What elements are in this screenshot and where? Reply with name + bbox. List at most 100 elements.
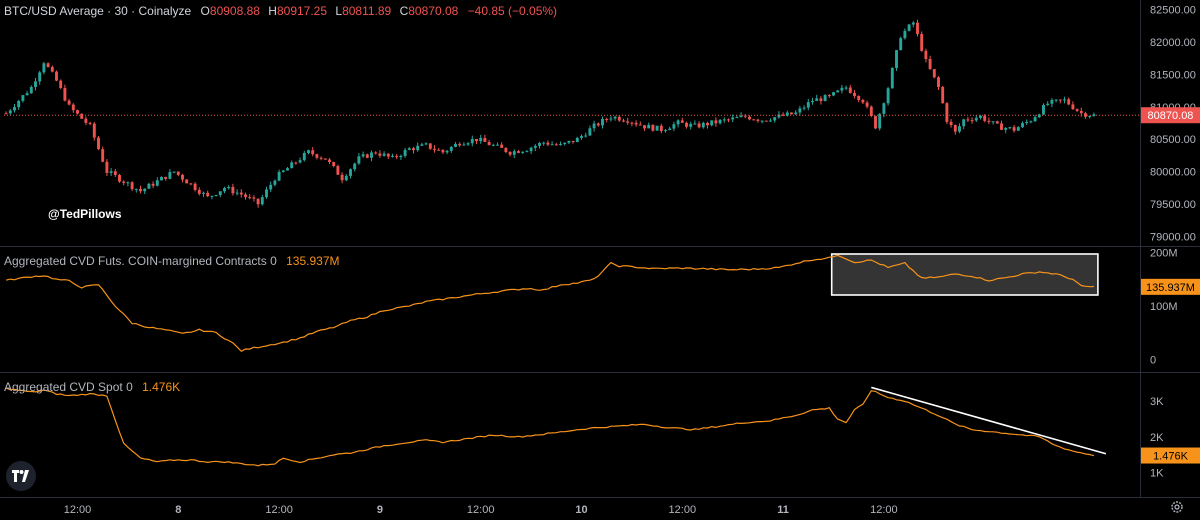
candle-body (1008, 127, 1012, 129)
candle-body (143, 188, 147, 192)
candle-body (134, 188, 138, 190)
candle-body (735, 117, 739, 119)
candle-body (286, 168, 289, 171)
candle-body (731, 117, 735, 120)
price-pane[interactable]: 79000.0079500.0080000.0080500.0081000.00… (4, 5, 1200, 244)
candle-body (1050, 99, 1054, 104)
candle-body (722, 119, 726, 121)
time-axis[interactable]: 12:00 8 12:00 9 12:00 10 12:00 11 12:00 (64, 504, 898, 516)
cvd-futs-last-tag (1141, 278, 1200, 295)
candle-body (483, 137, 487, 143)
candle-body (67, 100, 71, 105)
candle-body (865, 102, 869, 107)
candle-body (1016, 127, 1020, 131)
candle-body (29, 87, 33, 94)
candle-body (869, 106, 873, 117)
candle-body (403, 149, 407, 156)
candle-body (344, 175, 348, 181)
y-tick-label: 2K (1150, 432, 1164, 444)
candle-body (235, 192, 239, 194)
gear-icon[interactable] (1170, 500, 1184, 514)
candle-body (689, 123, 693, 127)
candle-body (899, 38, 903, 51)
candle-body (1063, 99, 1066, 101)
candle-body (937, 77, 940, 87)
cvd-futs-title[interactable]: Aggregated CVD Futs. COIN-margined Contr… (4, 254, 277, 268)
candle-body (521, 151, 525, 153)
candle-body (353, 163, 357, 170)
candle-body (1033, 117, 1037, 122)
candle-body (76, 110, 79, 114)
cvd-futs-pane[interactable]: 0 100M 200M 135.937M (5, 248, 1200, 367)
candle-body (643, 125, 646, 129)
candle-body (588, 128, 592, 136)
cvd-spot-pane[interactable]: 1K 2K 3K 1.476K (5, 386, 1200, 480)
svg-text:BTC/USD Average · 30 · Coinaly: BTC/USD Average · 30 · Coinalyze O80908.… (4, 4, 557, 18)
candle-body (517, 151, 520, 153)
candle-body (962, 119, 966, 127)
candle-body (638, 124, 642, 126)
trendline[interactable] (871, 386, 1107, 455)
candle-body (412, 148, 415, 151)
candle-body (819, 98, 823, 102)
candle-body (1025, 121, 1029, 124)
cvd-spot-title[interactable]: Aggregated CVD Spot 0 (4, 380, 133, 394)
open-value: 80908.88 (210, 4, 260, 18)
cvd-futs-value: 135.937M (286, 254, 339, 268)
candle-body (512, 151, 516, 155)
candle-body (1084, 113, 1087, 117)
candle-body (63, 87, 67, 101)
cvd-futs-line (5, 254, 1094, 353)
candle-body (596, 123, 600, 126)
symbol-title[interactable]: BTC/USD Average · 30 · Coinalyze (4, 4, 192, 18)
candle-body (798, 108, 802, 113)
candle-body (260, 197, 264, 205)
candle-body (630, 122, 634, 124)
candle-body (554, 144, 558, 146)
candle-body (911, 22, 915, 25)
candle-body (546, 142, 550, 145)
candle-body (416, 145, 420, 151)
candle-body (664, 130, 667, 132)
high-label: H (268, 4, 277, 18)
candle-body (706, 122, 709, 126)
candle-body (458, 143, 462, 146)
candle-body (487, 142, 491, 146)
candle-body (794, 112, 798, 115)
candle-body (1046, 103, 1050, 105)
tradingview-logo-icon[interactable] (6, 461, 36, 491)
candle-body (109, 171, 113, 173)
candle-body (764, 120, 768, 122)
candle-body (80, 113, 84, 119)
candle-body (538, 143, 541, 146)
candle-body (92, 123, 96, 138)
candle-body (550, 144, 554, 146)
candle-body (84, 118, 88, 123)
open-label: O (201, 4, 210, 18)
candle-body (185, 179, 189, 184)
candle-body (626, 121, 630, 123)
candle-body (277, 171, 281, 181)
candle-body (777, 114, 781, 118)
low-label: L (335, 4, 342, 18)
candle-body (328, 159, 331, 163)
candle-body (907, 24, 911, 31)
candle-body (1021, 123, 1024, 128)
candle-body (462, 144, 466, 146)
candle-body (655, 125, 659, 131)
candle-body (500, 144, 504, 148)
candle-body (823, 95, 827, 102)
candle-body (622, 120, 625, 122)
candle-body (244, 194, 247, 198)
candle-body (559, 144, 562, 146)
candle-body (932, 69, 936, 78)
x-tick-label: 12:00 (64, 504, 92, 516)
y-tick-label: 79000.00 (1150, 231, 1196, 243)
candle-body (172, 171, 176, 173)
y-tick-label: 80500.00 (1150, 134, 1196, 146)
candle-body (391, 155, 394, 157)
candle-body (718, 119, 722, 124)
candle-body (874, 116, 877, 129)
candle-body (571, 140, 575, 143)
candle-body (273, 180, 277, 185)
